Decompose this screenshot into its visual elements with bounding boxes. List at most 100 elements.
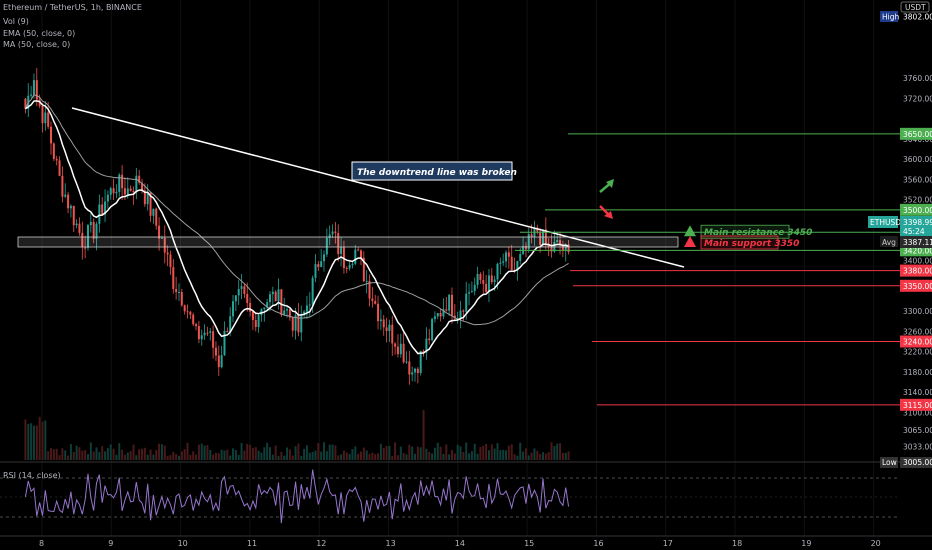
candle-body	[44, 112, 47, 124]
candle-body	[448, 294, 451, 311]
volume-bar	[300, 455, 303, 460]
candle-body	[516, 260, 519, 271]
candle-body	[146, 192, 149, 205]
countdown-label: 45:24	[903, 227, 925, 236]
rsi-indicator[interactable]: RSI (14, close)	[3, 471, 61, 480]
level-price-label: 3420.00	[903, 246, 932, 255]
candle-body	[249, 302, 252, 312]
candle-body	[104, 201, 107, 215]
level-price-label: 3380.00	[903, 267, 932, 276]
volume-bar	[297, 443, 300, 460]
volume-bar	[220, 449, 223, 460]
candle-body	[149, 192, 152, 216]
volume-bar	[354, 446, 357, 460]
candle-body	[98, 204, 101, 224]
volume-bar	[212, 454, 215, 460]
volume-bar	[180, 451, 183, 460]
volume-bar	[524, 448, 527, 460]
candle-body	[35, 80, 38, 100]
price-tick-label: 3300.00	[903, 307, 932, 316]
time-tick-label: 19	[801, 539, 811, 548]
volume-bar	[268, 447, 271, 460]
rsi-panel: 80.0060.0040.00	[0, 461, 932, 524]
volume-bar	[499, 450, 502, 460]
rsi-line	[24, 469, 570, 524]
volume-bar	[530, 452, 533, 460]
volume-bar	[200, 443, 203, 460]
candle-body	[439, 313, 442, 317]
candle-body	[399, 343, 402, 355]
volume-bar	[425, 448, 428, 460]
volume-bar	[163, 445, 166, 460]
candle-body	[473, 284, 476, 292]
ema-indicator[interactable]: EMA (50, close, 0)	[3, 29, 76, 38]
candle-body	[271, 291, 274, 295]
volume-bar	[129, 451, 132, 460]
volume-bar	[30, 423, 33, 460]
candle-body	[166, 252, 169, 255]
volume-bar	[450, 449, 453, 460]
volume-bar	[357, 453, 360, 460]
volume-bar	[217, 453, 220, 460]
candle-body	[200, 335, 203, 340]
candle-body	[490, 275, 493, 283]
candle-body	[209, 331, 212, 333]
volume-bar	[223, 450, 226, 460]
candle-body	[411, 372, 414, 375]
volume-bar	[556, 443, 559, 460]
candle-body	[277, 289, 280, 302]
volume-bar	[226, 449, 229, 460]
candle-body	[175, 289, 178, 293]
volume-bar	[186, 442, 189, 460]
volume-bar	[431, 453, 434, 460]
candle-body	[345, 268, 348, 270]
volume-bar	[44, 420, 47, 460]
volume-bar	[522, 451, 525, 460]
candle-body	[132, 190, 135, 193]
price-tick-label: 3600.00	[903, 155, 932, 164]
candle-body	[479, 274, 482, 281]
volume-bar	[192, 451, 195, 460]
volume-bar	[138, 449, 141, 460]
arrow-up-head	[606, 179, 614, 188]
candle-body	[487, 275, 490, 292]
candle-body	[394, 343, 397, 347]
volume-bar	[109, 444, 112, 460]
volume-bar	[567, 451, 570, 460]
candle-body	[348, 264, 351, 269]
candle-body	[135, 175, 138, 193]
volume-bar	[274, 445, 277, 460]
volume-bar	[246, 443, 249, 460]
volume-bar	[485, 444, 488, 460]
candle-body	[328, 234, 331, 239]
volume-bar	[340, 454, 343, 460]
volume-bar	[323, 442, 326, 460]
candle-body	[547, 244, 550, 247]
volume-bar	[547, 452, 550, 460]
candle-body	[320, 261, 323, 268]
volume-bar	[536, 450, 539, 460]
volume-bar	[92, 451, 95, 460]
volume-bar	[382, 447, 385, 460]
volume-bar	[146, 454, 149, 460]
ma-indicator[interactable]: MA (50, close, 0)	[3, 40, 71, 49]
candle-body	[559, 240, 562, 246]
candle-body	[459, 310, 462, 319]
candle-body	[286, 309, 289, 311]
volume-bar	[328, 444, 331, 460]
level-price-tag	[900, 264, 932, 277]
current-price-label: 3398.99	[903, 218, 932, 227]
volume-bar	[288, 449, 291, 460]
volume-bar	[379, 443, 382, 460]
volume-bar	[206, 445, 209, 460]
level-price-tag	[900, 244, 932, 257]
volume-bar	[50, 448, 53, 460]
vol-indicator[interactable]: Vol (9)	[3, 17, 29, 26]
volume-bar	[98, 452, 101, 460]
volume-bar	[394, 442, 397, 460]
volume-bar	[487, 450, 490, 460]
volume-bar	[433, 447, 436, 460]
volume-bar	[155, 449, 158, 460]
candle-body	[442, 309, 445, 317]
